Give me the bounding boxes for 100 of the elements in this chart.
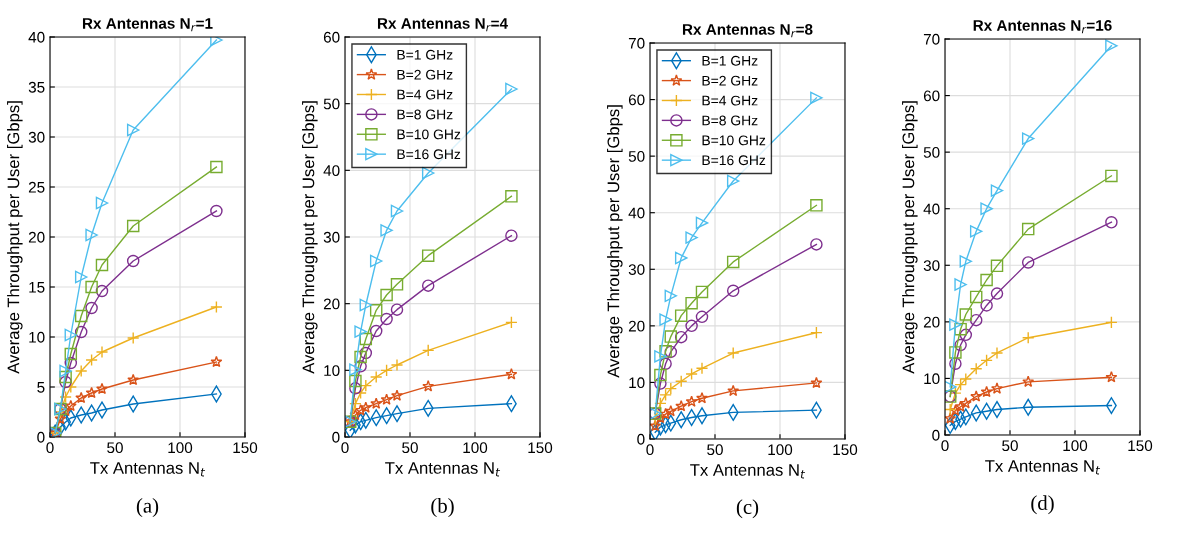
legend-label: B=8 GHz xyxy=(702,115,758,126)
y-tick-label: 70 xyxy=(923,33,940,45)
legend-label: B=4 GHz xyxy=(702,95,758,106)
point xyxy=(674,375,688,388)
x-tick-label: 0 xyxy=(646,444,654,456)
x-tick-label: 0 xyxy=(46,442,54,454)
point xyxy=(664,330,678,343)
point xyxy=(95,284,109,298)
point xyxy=(674,309,688,322)
point xyxy=(354,350,367,364)
point xyxy=(354,325,367,338)
point xyxy=(654,368,667,382)
point xyxy=(969,225,983,238)
legend-label: B=8 GHz xyxy=(397,109,453,120)
point xyxy=(959,255,973,268)
point xyxy=(659,357,672,371)
y-tick-label: 40 xyxy=(923,203,940,215)
y-tick-label: 40 xyxy=(323,165,340,177)
x-axis-title: Tx Antennas N$_{t}$ xyxy=(985,460,1101,475)
y-tick-label: 10 xyxy=(29,331,45,343)
legend-label: B=2 GHz xyxy=(397,69,453,80)
point xyxy=(990,184,1004,197)
point xyxy=(127,373,140,386)
point xyxy=(126,123,140,137)
y-tick-label: 10 xyxy=(324,365,340,377)
x-tick-label: 50 xyxy=(402,442,418,454)
point xyxy=(945,412,957,424)
point xyxy=(390,358,404,372)
point xyxy=(505,190,518,203)
point xyxy=(664,289,678,303)
point xyxy=(349,363,362,376)
point xyxy=(1022,375,1035,388)
point xyxy=(695,285,709,299)
point xyxy=(85,386,98,399)
point xyxy=(505,82,518,96)
point xyxy=(1021,132,1035,145)
point xyxy=(990,259,1004,273)
point xyxy=(810,91,823,105)
point xyxy=(421,344,435,357)
point xyxy=(726,284,740,298)
point xyxy=(726,346,740,360)
point xyxy=(210,355,223,368)
text: (d) xyxy=(1031,495,1054,515)
chart-title: Rx Antennas N$_{r}$=1 xyxy=(82,18,213,32)
point xyxy=(949,357,962,370)
point xyxy=(949,318,962,331)
point xyxy=(685,367,698,381)
point xyxy=(390,303,404,316)
point xyxy=(1105,39,1118,53)
point xyxy=(726,255,740,269)
point xyxy=(1105,216,1118,229)
x-tick-label: 50 xyxy=(707,444,723,456)
y-tick-label: 20 xyxy=(923,316,940,328)
point xyxy=(369,254,383,268)
legend-label: B=1 GHz xyxy=(397,49,453,60)
x-axis-title: Tx Antennas N$_{t}$ xyxy=(385,462,501,477)
point xyxy=(726,174,740,188)
point xyxy=(954,338,967,352)
x-tick-label: 50 xyxy=(1002,440,1018,452)
point xyxy=(380,364,393,377)
point xyxy=(59,364,72,378)
point xyxy=(349,374,362,388)
y-tick-label: 10 xyxy=(629,377,645,389)
y-axis-title: Average Throughput per User [Gbps] xyxy=(302,101,318,374)
point xyxy=(369,324,383,338)
point xyxy=(1105,169,1118,183)
point xyxy=(810,326,823,339)
x-tick-label: 50 xyxy=(107,442,123,454)
x-axis-title: Tx Antennas N$_{t}$ xyxy=(90,462,206,477)
y-tick-label: 30 xyxy=(323,231,340,243)
legend-label: B=4 GHz xyxy=(397,89,453,100)
point xyxy=(126,254,140,268)
point xyxy=(210,160,223,174)
point xyxy=(85,228,98,242)
point xyxy=(990,346,1004,360)
point xyxy=(1021,331,1035,344)
point xyxy=(954,322,967,336)
point xyxy=(959,308,973,321)
point xyxy=(359,346,373,360)
point xyxy=(505,229,518,242)
point xyxy=(727,384,740,397)
point xyxy=(945,380,957,394)
point xyxy=(370,397,383,409)
point xyxy=(991,382,1003,394)
y-tick-label: 0 xyxy=(37,431,45,443)
point xyxy=(659,345,672,358)
point xyxy=(810,199,823,212)
point xyxy=(95,258,109,272)
y-tick-label: 50 xyxy=(323,98,340,110)
y-tick-label: 30 xyxy=(923,260,940,271)
point xyxy=(685,395,698,407)
point xyxy=(126,219,140,233)
point xyxy=(980,299,993,312)
point xyxy=(354,360,367,373)
point xyxy=(695,362,709,375)
point xyxy=(349,382,362,395)
point xyxy=(970,390,983,402)
legend-label: B=10 GHz xyxy=(397,129,461,140)
point xyxy=(59,375,72,389)
y-tick-label: 5 xyxy=(37,382,45,393)
